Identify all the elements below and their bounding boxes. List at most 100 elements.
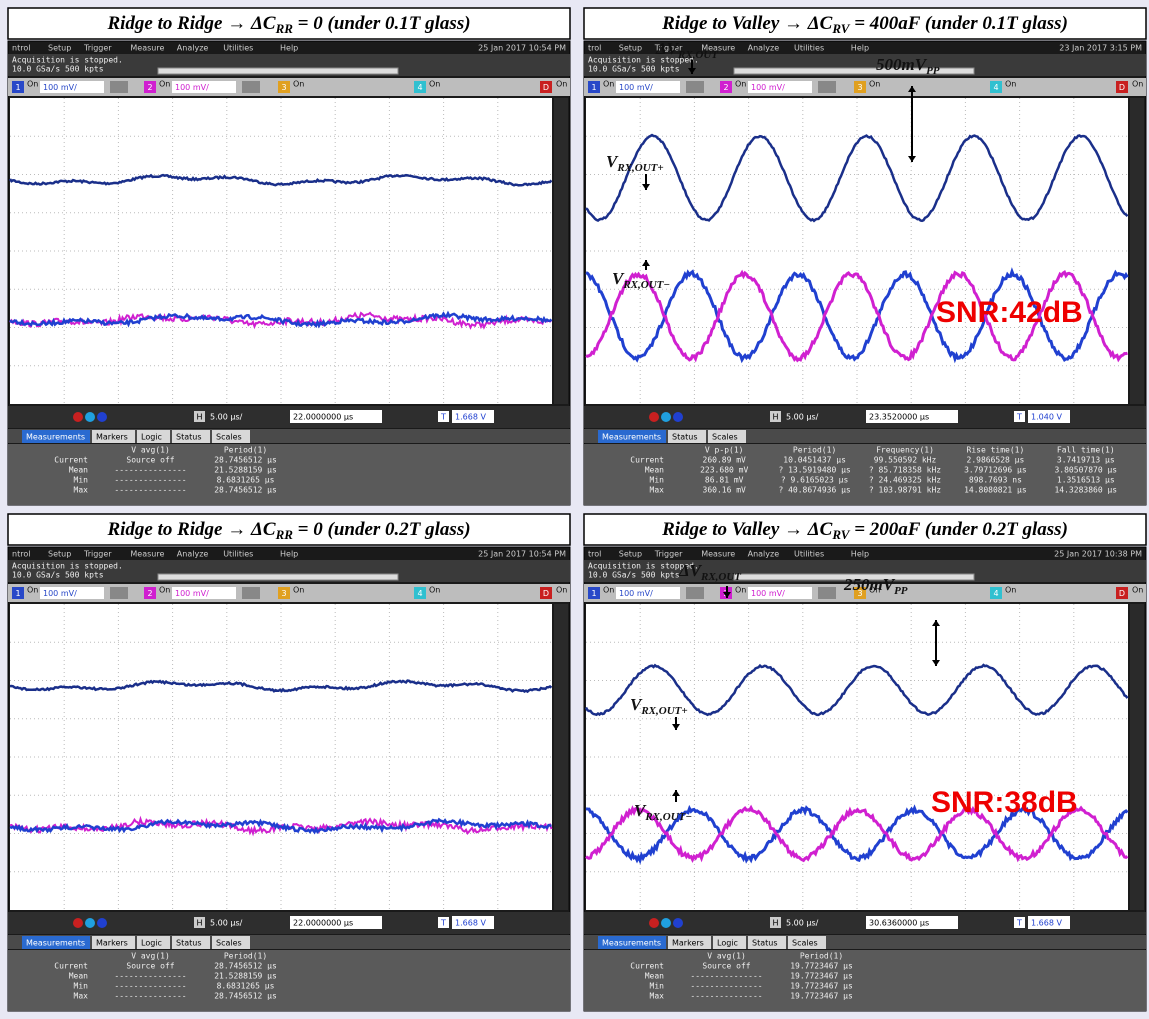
table-cell: 360.16 mV	[703, 486, 747, 495]
measurement-table	[8, 950, 570, 1011]
table-cell: ---------------	[690, 992, 762, 1001]
digital-label: D	[1119, 589, 1125, 598]
digital-label: D	[543, 83, 549, 92]
table-header: Period(1)	[224, 446, 267, 455]
tab-label[interactable]: Status	[672, 433, 698, 442]
table-cell: 28.7456512 µs	[214, 992, 277, 1001]
table-header: Frequency(1)	[876, 446, 934, 455]
tab-label[interactable]: Measurements	[602, 939, 661, 948]
title-text: = 0 (under 0.2T glass)	[293, 519, 471, 540]
menu-item: Setup	[619, 550, 642, 559]
trigger-level: 1.668 V	[1031, 919, 1062, 928]
channel-on: On	[603, 586, 614, 595]
table-cell: ? 13.5919480 µs	[778, 466, 850, 475]
menu-item: ntrol	[12, 550, 30, 559]
date-time: 25 Jan 2017 10:54 PM	[478, 44, 566, 53]
t-label: T	[1016, 413, 1022, 422]
color-button	[673, 918, 683, 928]
channel-on: On	[429, 586, 440, 595]
tab-label[interactable]: Measurements	[26, 433, 85, 442]
tab-label[interactable]: Markers	[96, 433, 128, 442]
table-cell: 3.7419713 µs	[1057, 456, 1115, 465]
table-cell: ---------------	[690, 982, 762, 991]
menu-item: Help	[851, 44, 869, 53]
channel-on: On	[869, 80, 880, 89]
row-label: Min	[650, 476, 665, 485]
menu-item: Setup	[48, 44, 71, 53]
table-header: Period(1)	[800, 952, 843, 961]
menu-item: Trigger	[83, 550, 112, 559]
color-button	[97, 918, 107, 928]
status-line: 10.0 GSa/s 500 kpts	[12, 571, 104, 580]
tab-label[interactable]: Scales	[216, 939, 242, 948]
annotation-subscript: RX,OUT+	[640, 705, 687, 717]
tab-label[interactable]: Status	[176, 433, 202, 442]
tab-label[interactable]: Status	[752, 939, 778, 948]
table-cell: ? 24.469325 kHz	[869, 476, 941, 485]
menu-item: Analyze	[177, 550, 209, 559]
channel-number: 4	[417, 83, 422, 92]
color-button	[673, 412, 683, 422]
table-cell: ---------------	[114, 476, 186, 485]
table-cell: 898.7693 ns	[969, 476, 1022, 485]
table-cell: 10.0451437 µs	[783, 456, 846, 465]
digital-on: On	[1132, 586, 1143, 595]
channel-number: 1	[591, 589, 596, 598]
figure: Ridge to Ridge → ΔCRR = 0 (under 0.1T gl…	[0, 0, 1149, 1019]
snr-label: SNR:38dB	[931, 786, 1078, 819]
row-label: Current	[54, 456, 88, 465]
table-cell: ---------------	[114, 486, 186, 495]
title-subscript: RV	[831, 21, 850, 36]
row-label: Max	[650, 486, 665, 495]
annotation-text: 500mV	[876, 55, 928, 74]
channel-on: On	[159, 586, 170, 595]
scope-panel: Ridge to Valley → ΔCRV = 400aF (under 0.…	[584, 8, 1146, 505]
menu-item: Trigger	[83, 44, 112, 53]
channel-on: On	[603, 80, 614, 89]
annotation-subscript: RX,OUT−	[622, 279, 670, 291]
annotation-text: ΔV	[655, 39, 680, 58]
memory-bar	[158, 68, 398, 74]
table-cell: ? 85.718358 kHz	[869, 466, 941, 475]
annotation-subscript: PP	[894, 585, 908, 597]
table-header: V avg(1)	[131, 952, 170, 961]
tab-label[interactable]: Scales	[216, 433, 242, 442]
side-scroll	[1130, 98, 1144, 404]
tab-label[interactable]: Markers	[672, 939, 704, 948]
table-header: Fall time(1)	[1057, 446, 1115, 455]
table-header: Period(1)	[793, 446, 836, 455]
color-button	[661, 412, 671, 422]
delay: 22.0000000 µs	[293, 413, 353, 422]
table-header: Period(1)	[224, 952, 267, 961]
tab-label[interactable]: Measurements	[602, 433, 661, 442]
h-label: H	[196, 413, 202, 422]
menu-item: Analyze	[177, 44, 209, 53]
scale-knob	[818, 587, 836, 599]
tab-label[interactable]: Status	[176, 939, 202, 948]
table-cell: 19.7723467 µs	[790, 982, 853, 991]
channel-number: 1	[15, 589, 20, 598]
status-line: Acquisition is stopped.	[12, 56, 123, 65]
channel-scale: 100 mV/	[619, 83, 653, 92]
color-button	[73, 918, 83, 928]
tab-label[interactable]: Scales	[792, 939, 818, 948]
tab-label[interactable]: Logic	[141, 433, 162, 442]
scale-knob	[686, 587, 704, 599]
status-line: Acquisition is stopped.	[12, 562, 123, 571]
scale-knob	[686, 81, 704, 93]
tab-label[interactable]: Logic	[141, 939, 162, 948]
channel-number: 4	[417, 589, 422, 598]
row-label: Current	[630, 456, 664, 465]
row-label: Max	[74, 992, 89, 1001]
channel-number: 2	[723, 83, 728, 92]
table-cell: 21.5288159 µs	[214, 466, 277, 475]
channel-on: On	[1005, 586, 1016, 595]
menu-item: Utilities	[794, 44, 824, 53]
tab-label[interactable]: Markers	[96, 939, 128, 948]
tab-label[interactable]: Scales	[712, 433, 738, 442]
tab-label[interactable]: Logic	[717, 939, 738, 948]
table-cell: ---------------	[114, 972, 186, 981]
row-label: Mean	[69, 972, 88, 981]
tab-label[interactable]: Measurements	[26, 939, 85, 948]
row-label: Mean	[69, 466, 88, 475]
